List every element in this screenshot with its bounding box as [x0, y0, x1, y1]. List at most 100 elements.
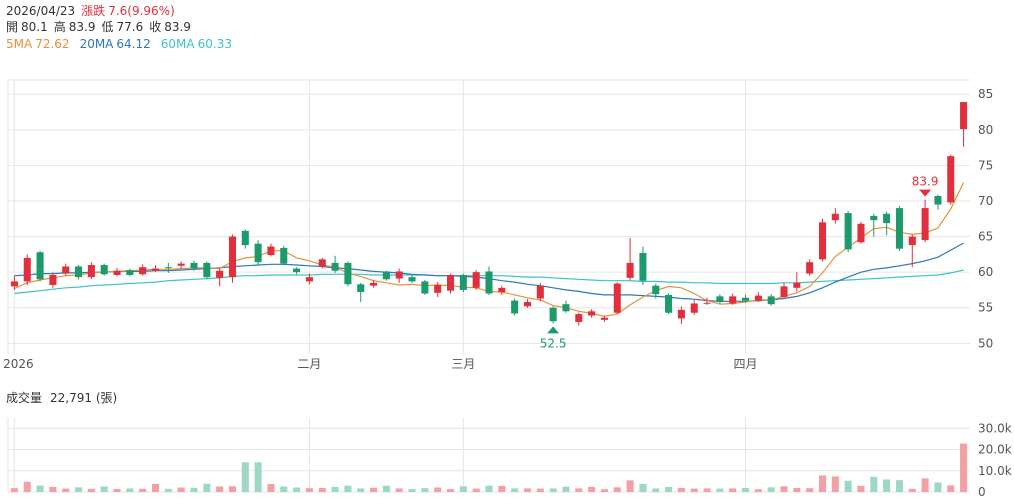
volume-bar — [908, 488, 916, 492]
candle-body — [562, 304, 570, 312]
volume-bar — [293, 487, 301, 492]
candle-body — [241, 230, 249, 246]
candle-body — [344, 262, 352, 285]
candle-body — [921, 208, 929, 241]
candle-body — [754, 295, 762, 301]
candle-body — [844, 213, 852, 250]
volume-bar — [408, 489, 416, 492]
candle-body — [742, 297, 750, 301]
candle-body — [934, 196, 942, 205]
candle-body — [626, 262, 634, 278]
volume-bar — [947, 485, 955, 492]
volume-bar — [818, 475, 827, 492]
volume-bar — [613, 487, 621, 492]
volume-bar — [652, 488, 660, 492]
volume-bar — [446, 489, 455, 492]
price-tick-label: 80 — [978, 123, 993, 137]
volume-bar — [382, 485, 390, 492]
volume-bar — [421, 488, 429, 492]
volume-bar — [895, 480, 903, 492]
candle-body — [254, 243, 262, 263]
volume-bar — [716, 488, 724, 492]
candle-body — [613, 283, 621, 313]
min-marker-arrow — [547, 326, 560, 334]
volume-bar — [23, 481, 31, 492]
volume-bar — [498, 485, 506, 492]
candle-body — [960, 102, 968, 130]
max-marker-arrow — [919, 189, 932, 197]
volume-bar — [254, 462, 262, 492]
volume-bar — [87, 488, 95, 492]
candle-body — [665, 294, 673, 313]
ma5-value: 72.62 — [35, 37, 70, 51]
volume-bar — [395, 488, 403, 492]
volume-bar — [600, 489, 608, 492]
candle-body — [36, 252, 44, 280]
candle-body — [857, 223, 865, 243]
volume-bar — [459, 486, 467, 492]
volume-bar — [280, 486, 288, 492]
volume-bar — [139, 488, 147, 492]
x-tick-label: 三月 — [451, 357, 475, 371]
volume-bar — [575, 488, 583, 492]
axis-labels: 50 55 60 65 70 75 80 85 2026 二月 三月 四月 0 10.0k 20.0k 30.… — [3, 87, 1012, 499]
volume-bar — [126, 488, 134, 492]
volume-bar — [100, 486, 108, 492]
candle-body — [151, 268, 160, 271]
volume-bar — [267, 483, 275, 492]
candle-body — [523, 302, 532, 307]
candle-body — [575, 314, 583, 322]
candle-body — [395, 271, 403, 279]
volume-bar — [49, 486, 57, 492]
price-tick-label: 75 — [978, 158, 993, 172]
volume-bar — [370, 487, 378, 492]
candle-body — [459, 275, 467, 290]
volume-bar — [588, 486, 596, 492]
candle-body — [793, 282, 801, 288]
candle-body — [549, 307, 557, 322]
volume-bar — [806, 488, 814, 492]
volume-bar — [164, 488, 172, 492]
volume-bar — [485, 485, 493, 492]
volume-bar — [883, 479, 891, 492]
price-grid — [7, 79, 970, 354]
volume-bar — [536, 488, 544, 492]
candle-body — [511, 300, 519, 314]
volume-bar — [831, 476, 839, 492]
candle-body — [446, 275, 455, 291]
candle-body — [113, 270, 121, 276]
candle-body — [908, 236, 916, 246]
candle-body — [690, 303, 698, 313]
volume-bar — [562, 486, 570, 492]
high-label: 高 — [53, 20, 66, 34]
volume-bar — [62, 488, 70, 492]
candle-body — [716, 296, 724, 303]
header-date-change: 2026/04/23 漲跌 7.6(9.96%) — [6, 3, 181, 19]
open-label: 開 — [6, 20, 19, 34]
candle-body — [203, 262, 211, 278]
candle-body — [652, 285, 660, 295]
candle-body — [216, 270, 224, 278]
candle-body — [818, 222, 827, 260]
min-marker-label: 52.5 — [540, 336, 567, 350]
candle-body — [267, 246, 275, 256]
volume-bar — [10, 488, 18, 492]
volume-bar — [767, 487, 775, 492]
volume-bar — [318, 487, 326, 492]
volume-label: 成交量 — [6, 391, 43, 405]
high-value: 83.9 — [68, 20, 96, 34]
volume-bar — [549, 488, 557, 492]
candle-body — [767, 296, 775, 305]
x-tick-label: 2026 — [3, 357, 34, 371]
change-value: 7.6(9.96%) — [108, 4, 175, 18]
candle-body — [190, 262, 198, 269]
candle-body — [164, 267, 172, 269]
open-value: 80.1 — [21, 20, 48, 34]
volume-bar — [960, 443, 968, 492]
volume-bar — [677, 487, 685, 492]
volume-bar — [434, 487, 442, 492]
volume-bar — [305, 488, 313, 492]
price-tick-label: 65 — [978, 230, 993, 244]
candle-body — [536, 285, 544, 299]
